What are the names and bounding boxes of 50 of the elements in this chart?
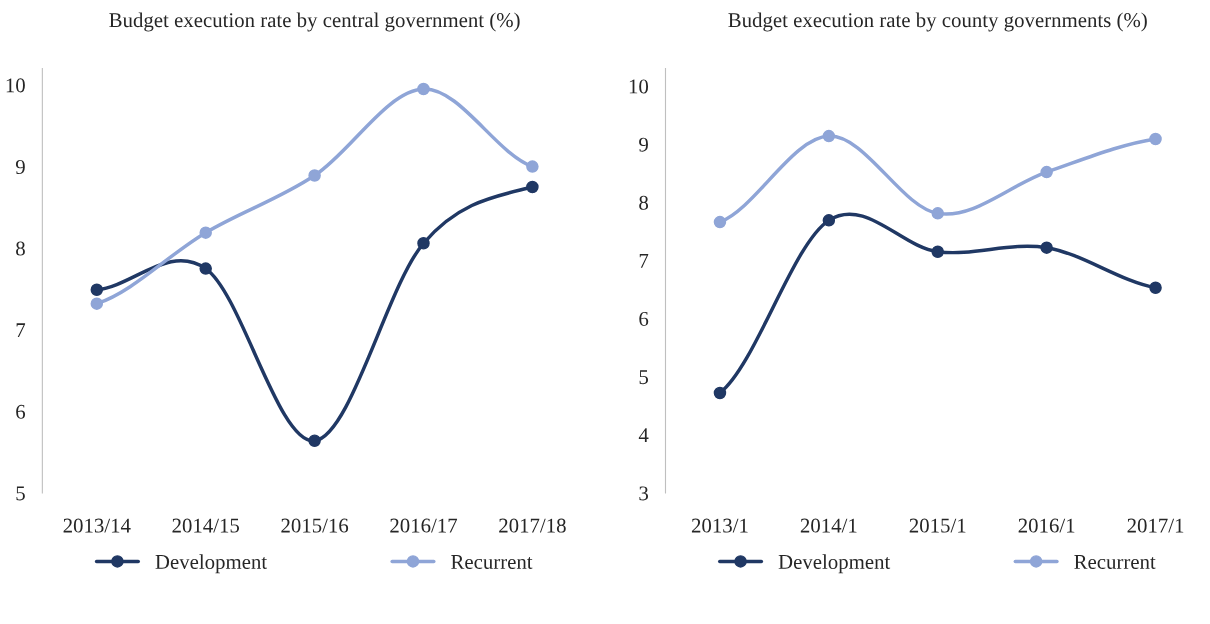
point [931,245,945,258]
x-tick-label: 2017/1 [1127,518,1184,533]
point [417,82,430,96]
y-tick-label: 10 [629,79,649,94]
legend-label: Recurrent [451,555,533,569]
x-tick-label: 2017/18 [499,518,566,533]
x-tick-label: 2014/15 [172,518,240,533]
y-tick-label: 5 [639,370,649,385]
point [199,262,212,275]
legend-label: Development [155,554,268,574]
y-tick-label: 3 [639,486,649,501]
point [1149,281,1162,295]
y-tick-label: 4 [638,428,649,443]
point [417,237,430,250]
x-tick-label: 2016/1 [1018,518,1075,533]
x-tick-label: 2015/1 [909,518,966,533]
point [931,207,945,220]
x-tick-label: 2013/14 [63,518,131,533]
legend-label: Recurrent [1074,555,1156,569]
point [822,129,836,143]
point [713,215,727,229]
point [526,180,539,194]
point [822,214,836,227]
point [90,297,104,310]
y-tick-label: 6 [16,404,26,419]
x-tick-label: 2014/1 [800,518,857,533]
y-tick-label: 7 [16,323,26,337]
y-tick-label: 8 [639,195,649,210]
x-tick-label: 2016/17 [390,518,458,533]
point [713,386,727,400]
y-tick-label: 9 [639,137,648,152]
y-tick-label: 5 [16,486,25,501]
point [199,226,212,239]
point [308,434,321,447]
chart-title: Budget execution rate by county governments (%) [728,12,1147,32]
x-tick-label: 2013/1 [691,518,748,533]
point [90,283,104,297]
point [526,160,539,173]
x-tick-label: 2015/16 [281,518,349,533]
point [1040,241,1053,254]
y-tick-label: 7 [639,254,649,268]
y-tick-label: 6 [639,312,649,327]
chart-title: Budget execution rate by central government (%) [109,12,520,32]
point [308,169,321,182]
y-tick-label: 8 [16,241,25,256]
y-tick-label: 9 [15,159,25,174]
point [1149,132,1162,146]
y-tick-label: 10 [6,78,25,93]
legend-label: Development [778,554,891,574]
point [1040,165,1053,179]
